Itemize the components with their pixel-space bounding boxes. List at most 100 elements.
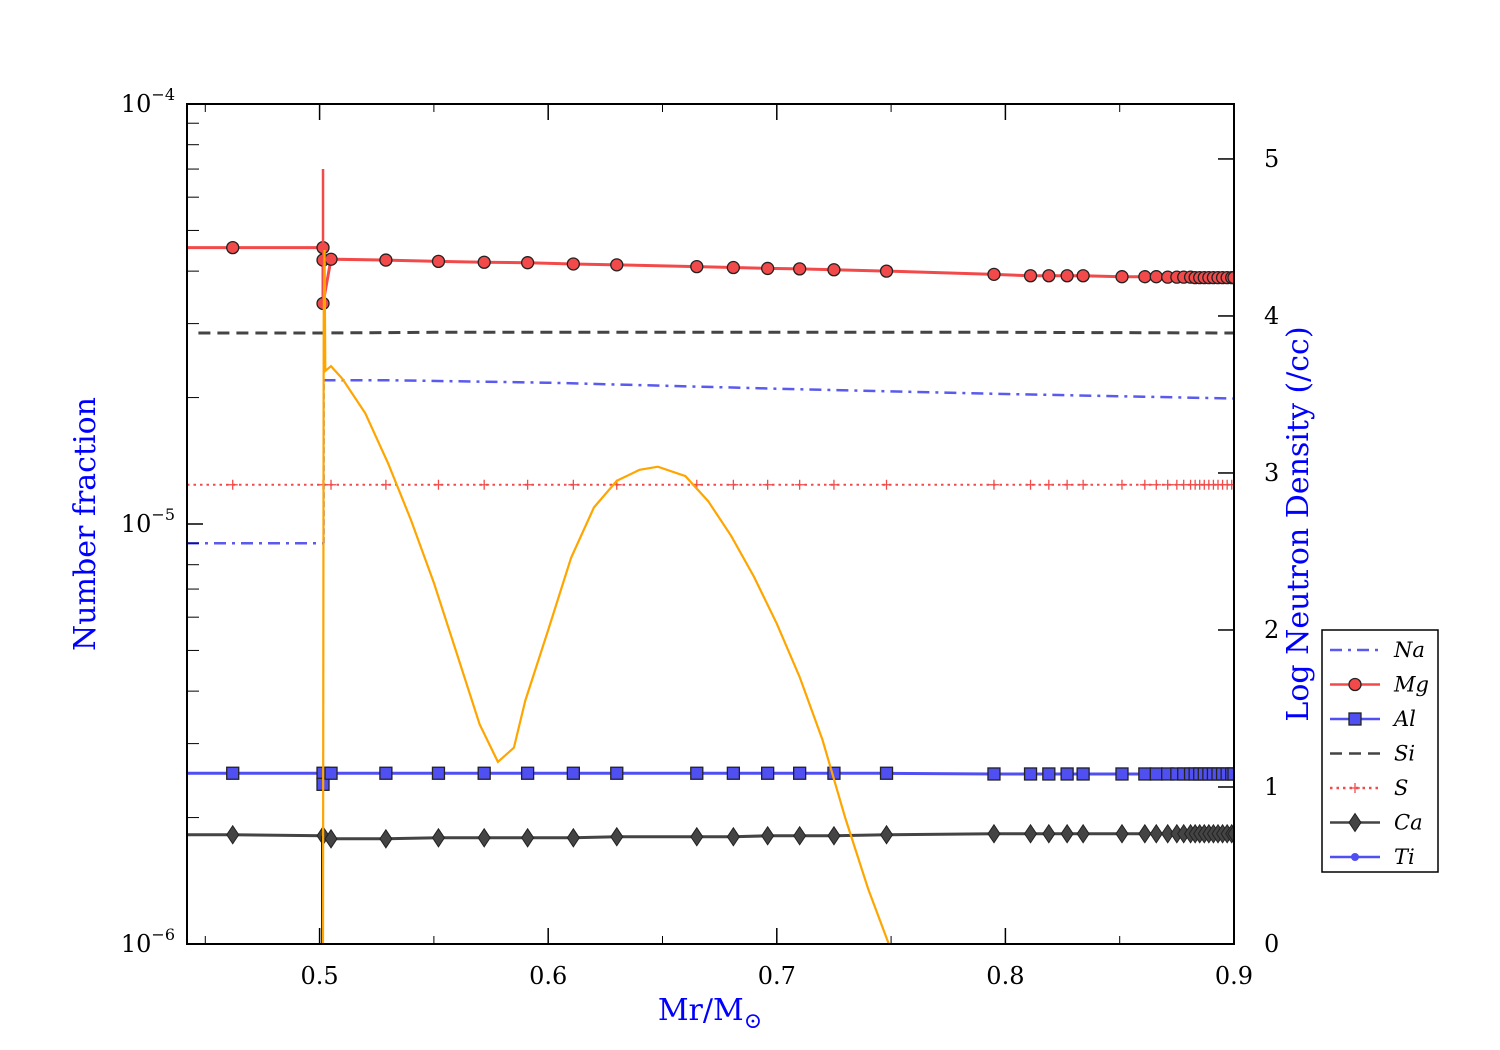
data-point-al [1115,767,1129,781]
data-point-mg [879,264,894,278]
data-point-s [1116,479,1127,490]
data-point-al [793,766,807,780]
data-point-mg [379,253,393,267]
data-point-al [761,766,775,780]
y2-tick-label: 4 [1264,302,1279,330]
data-point-mg [1042,269,1056,283]
data-point-ca [477,827,491,848]
data-point-al [987,767,1001,781]
y2-tick-label: 2 [1264,616,1279,644]
data-point-mg [827,263,841,277]
data-point-s [433,479,444,490]
data-point-ca [1060,823,1074,844]
data-point-ca [1115,823,1129,844]
data-point-s [1043,479,1054,490]
series-line-si [198,330,1234,335]
data-point-al [226,766,240,780]
ticks-layer: 0.5 0.6 0.7 0.8 0.9 10−4 10−5 10−6 0 1 2 3 4 5 [121,85,1279,990]
legend-label: Mg [1393,673,1429,697]
data-point-s [988,479,999,490]
data-point-al [431,766,446,780]
x-axis-title: Mr/M⊙ [658,993,762,1034]
y2-tick-label: 1 [1264,773,1279,801]
legend-item-ca: Ca [1330,811,1423,835]
data-point-mg [1076,269,1090,283]
data-point-s [1162,479,1173,490]
data-point-al [1023,767,1038,781]
data-point-s [380,479,391,490]
y2-tick-label: 0 [1264,930,1279,958]
y-tick-label: 10−6 [121,925,175,958]
data-point-mg [431,254,446,269]
y2-tick-label: 3 [1264,459,1279,487]
data-point-s [1229,479,1234,490]
legend-item-na: Na [1330,638,1425,662]
data-point-s [1025,479,1036,490]
data-point-s [1078,479,1089,490]
y2-axis-title: Log Neutron Density (/cc) [1281,326,1316,721]
data-point-ca [1042,823,1056,844]
legend-label: Ca [1394,811,1423,835]
data-point-ca [1023,823,1038,844]
legend-label: Na [1393,638,1425,662]
data-point-al [566,766,580,780]
data-point-mg [1115,270,1129,284]
data-point-al [324,766,338,780]
legend-item-si: Si [1330,742,1415,766]
data-point-al [690,766,704,780]
legend-item-s: S [1330,776,1408,800]
series-s [187,479,1234,490]
data-point-ca [690,826,704,847]
data-point-mg [566,257,580,271]
data-point-mg [1060,269,1074,283]
data-point-ca [827,825,841,846]
legend-item-ti: Ti [1330,845,1415,869]
legend-item-mg: Mg [1330,673,1429,697]
x-tick-label: 0.5 [301,962,339,990]
data-point-mg [761,261,775,276]
data-point-ca [566,827,580,848]
series-layer [187,169,1234,944]
data-point-s [1151,479,1162,490]
data-point-s [1139,479,1150,490]
data-point-mg [477,255,491,269]
data-point-s [326,479,337,490]
legend-label: Al [1392,707,1416,731]
data-point-al [1149,767,1163,781]
y2-tick-label: 5 [1264,145,1279,173]
data-point-al [1227,767,1234,781]
legend-label: Ti [1394,845,1415,869]
legend-label: Si [1394,742,1415,766]
data-point-ca [379,828,393,849]
data-point-ca [761,825,775,846]
legend-marker [1348,677,1362,692]
legend-marker [1348,712,1362,726]
legend-box [1321,629,1439,873]
data-point-mg [690,259,704,274]
data-point-mg [1023,269,1038,283]
data-point-s [479,479,490,490]
data-point-s [1062,479,1073,490]
data-point-ca [1161,823,1175,844]
data-point-al [879,766,894,780]
series-si [198,330,1234,335]
data-point-mg [726,260,741,275]
legend-marker [1348,812,1362,833]
data-point-mg [226,240,240,255]
data-point-al [379,766,393,780]
data-point-al [520,766,535,780]
series-line-na [323,378,1234,400]
data-point-mg [987,267,1001,282]
data-point-ca [1138,823,1152,844]
data-point-al [1138,767,1152,781]
data-point-s [568,479,579,490]
data-point-ca [987,823,1001,844]
data-point-al [1060,767,1074,781]
data-point-s [522,479,533,490]
data-point-ca [324,828,338,849]
legend-label: S [1394,776,1408,800]
data-point-al [1076,767,1090,781]
data-point-mg [1227,270,1234,285]
data-point-s [881,479,892,490]
